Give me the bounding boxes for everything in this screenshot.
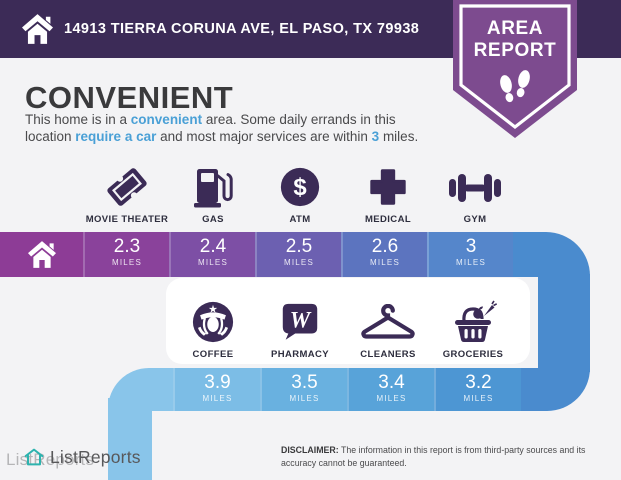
- area-report-badge: AREA REPORT: [453, 0, 577, 142]
- amenity-pharmacy: W PHARMACY: [255, 298, 345, 360]
- highlight-convenient: convenient: [130, 112, 203, 127]
- distance-value: 3.4: [378, 372, 405, 393]
- disclaimer: DISCLAIMER: The information in this repo…: [281, 444, 613, 470]
- distance-segment: 3.9 MILES: [173, 368, 260, 411]
- footprints-icon: [500, 70, 530, 103]
- disclaimer-label: DISCLAIMER:: [281, 445, 339, 455]
- amenity-label: ATM: [289, 214, 311, 225]
- distance-bar-2: 3.9 MILES 3.5 MILES 3.4 MILES 3.2 MILES: [108, 368, 590, 411]
- bar-curve-filler: [513, 232, 590, 277]
- distance-value: 2.6: [371, 236, 399, 257]
- amenity-label: GAS: [202, 214, 224, 225]
- walgreens-pharmacy-icon: W: [255, 298, 345, 344]
- dumbbell-icon: [430, 163, 520, 209]
- amenity-card: COFFEE W PHARMACY CLEANERS: [166, 278, 530, 364]
- amenity-movie-theater: MOVIE THEATER: [82, 163, 172, 225]
- bar-curve-filler: [521, 368, 590, 411]
- distance-unit: MILES: [202, 394, 233, 403]
- highlight-3: 3: [371, 128, 380, 144]
- grocery-basket-icon: [428, 298, 518, 344]
- distance-segment: 3 MILES: [427, 232, 513, 277]
- amenity-coffee: COFFEE: [168, 298, 258, 360]
- distance-value: 2.5: [285, 236, 313, 257]
- atm-dollar-icon: $: [255, 163, 345, 209]
- distance-segment: 3.2 MILES: [434, 368, 521, 411]
- distance-bar-1: 2.3 MILES 2.4 MILES 2.5 MILES 2.6 MILES …: [0, 232, 590, 277]
- disclaimer-text: The information in this report is from t…: [281, 445, 586, 468]
- amenity-label: PHARMACY: [270, 349, 330, 360]
- property-address: 14913 TIERRA CORUNA AVE, EL PASO, TX 799…: [64, 21, 420, 37]
- distance-unit: MILES: [376, 394, 407, 403]
- amenity-medical: MEDICAL: [343, 163, 433, 225]
- distance-unit: MILES: [111, 258, 142, 267]
- distance-value: 3.5: [291, 372, 318, 393]
- intro-text-3: and most major services are within: [156, 128, 372, 144]
- distance-unit: MILES: [197, 258, 228, 267]
- home-icon: [27, 241, 56, 268]
- bar-home-segment: [0, 232, 83, 277]
- amenity-gym: GYM: [430, 163, 520, 225]
- page-title: CONVENIENT: [25, 80, 234, 115]
- dollar-glyph: $: [293, 174, 306, 201]
- distance-unit: MILES: [455, 258, 486, 267]
- distance-value: 3.9: [204, 372, 231, 393]
- badge-line1: AREA: [486, 18, 544, 39]
- amenity-label: GROCERIES: [442, 349, 504, 360]
- distance-segment: 2.3 MILES: [83, 232, 169, 277]
- snake-left-tail: [108, 398, 152, 480]
- badge-line2: REPORT: [473, 40, 557, 61]
- distance-segment: 2.4 MILES: [169, 232, 255, 277]
- distance-segment: 3.4 MILES: [347, 368, 434, 411]
- distance-segment: 2.5 MILES: [255, 232, 341, 277]
- walgreens-w-glyph: W: [290, 308, 312, 333]
- distance-value: 2.4: [199, 236, 227, 257]
- hanger-icon: [343, 298, 433, 344]
- starbucks-coffee-icon: [168, 298, 258, 344]
- medical-cross-icon: [343, 163, 433, 209]
- amenity-groceries: GROCERIES: [428, 298, 518, 360]
- distance-segment: 2.6 MILES: [341, 232, 427, 277]
- distance-value: 3.2: [465, 372, 492, 393]
- amenity-atm: $ ATM: [255, 163, 345, 225]
- amenity-gas: GAS: [168, 163, 258, 225]
- intro-text-2: area. Some daily errands in this locatio…: [25, 112, 396, 144]
- amenity-label: GYM: [463, 214, 487, 225]
- amenity-label: MOVIE THEATER: [85, 214, 169, 225]
- distance-unit: MILES: [463, 394, 494, 403]
- intro-paragraph: This home is in a convenient area. Some …: [25, 112, 445, 145]
- distance-unit: MILES: [289, 394, 320, 403]
- movie-ticket-icon: [82, 163, 172, 209]
- distance-unit: MILES: [283, 258, 314, 267]
- gas-pump-icon: [168, 163, 258, 209]
- amenity-label: MEDICAL: [364, 214, 412, 225]
- intro-text-4: miles.: [379, 128, 419, 144]
- distance-value: 2.3: [113, 236, 141, 257]
- home-icon: [22, 14, 53, 44]
- amenity-cleaners: CLEANERS: [343, 298, 433, 360]
- intro-text-1: This home is in a: [25, 112, 131, 127]
- badge-shield-shape: [453, 0, 577, 138]
- distance-value: 3: [465, 236, 477, 257]
- amenity-label: COFFEE: [192, 349, 234, 360]
- badge-title: AREA REPORT: [453, 18, 577, 62]
- logo-house-icon: [24, 448, 44, 466]
- logo-text: ListReports: [50, 446, 141, 467]
- amenity-label: CLEANERS: [360, 349, 416, 360]
- highlight-require-a-car: require a car: [75, 128, 157, 144]
- snake-right-connector: [538, 274, 590, 372]
- distance-unit: MILES: [369, 258, 400, 267]
- distance-segment: 3.5 MILES: [260, 368, 347, 411]
